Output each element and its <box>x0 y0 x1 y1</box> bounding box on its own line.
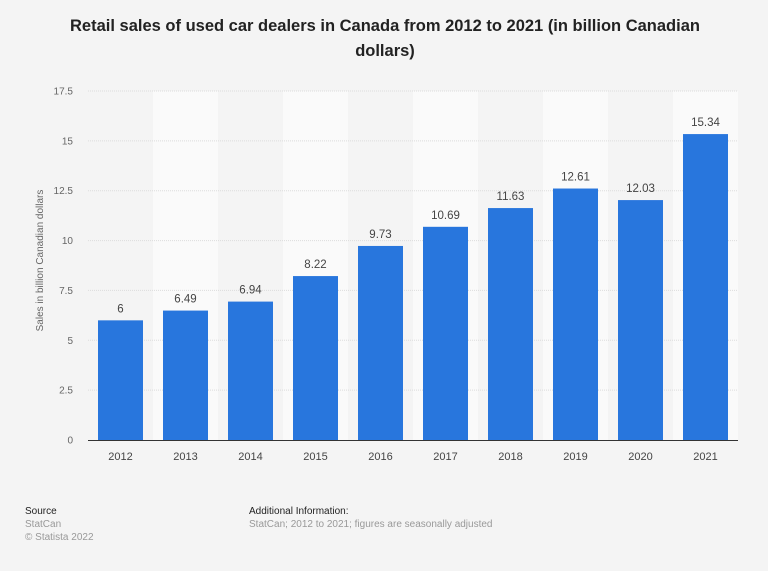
y-tick-label: 10 <box>62 236 74 247</box>
source-value[interactable]: StatCan <box>25 519 62 530</box>
data-label: 8.22 <box>304 259 326 271</box>
x-tick-label: 2013 <box>173 451 197 463</box>
x-tick-label: 2018 <box>498 451 522 463</box>
y-tick-label: 17.5 <box>54 87 74 98</box>
y-tick-label: 0 <box>67 436 73 447</box>
bar-2016[interactable] <box>358 245 403 440</box>
bar-2019[interactable] <box>553 188 598 440</box>
bar-2013[interactable] <box>163 310 208 440</box>
x-tick-label: 2021 <box>693 451 717 463</box>
additional-info-value: StatCan; 2012 to 2021; figures are seaso… <box>249 519 493 530</box>
x-tick-label: 2014 <box>238 451 262 463</box>
bar-2021[interactable] <box>683 134 728 440</box>
copyright: © Statista 2022 <box>25 532 94 543</box>
x-tick-label: 2012 <box>108 451 132 463</box>
bar-2014[interactable] <box>228 301 273 440</box>
bar-2018[interactable] <box>488 208 533 440</box>
additional-info-label: Additional Information: <box>249 506 349 517</box>
y-axis-title: Sales in billion Canadian dollars <box>35 190 46 332</box>
y-tick-label: 12.5 <box>54 186 74 197</box>
data-label: 9.73 <box>369 229 391 241</box>
data-label: 12.03 <box>626 183 655 195</box>
x-tick-label: 2015 <box>303 451 327 463</box>
source-label: Source <box>25 506 57 517</box>
data-label: 10.69 <box>431 210 460 222</box>
data-label: 6.49 <box>174 294 196 306</box>
data-label: 15.34 <box>691 117 720 129</box>
x-tick-label: 2017 <box>433 451 457 463</box>
x-tick-label: 2016 <box>368 451 392 463</box>
bar-2020[interactable] <box>618 200 663 440</box>
y-tick-label: 15 <box>62 136 74 147</box>
data-label: 11.63 <box>497 191 525 203</box>
y-tick-label: 5 <box>67 336 73 347</box>
bar-2017[interactable] <box>423 226 468 440</box>
y-tick-label: 2.5 <box>59 386 73 397</box>
x-tick-label: 2019 <box>563 451 587 463</box>
data-label: 12.61 <box>561 172 590 184</box>
data-label: 6.94 <box>239 285 262 297</box>
bar-2015[interactable] <box>293 276 338 440</box>
bar-2012[interactable] <box>98 320 143 440</box>
y-tick-label: 7.5 <box>59 286 73 297</box>
x-tick-label: 2020 <box>628 451 652 463</box>
chart-title: Retail sales of used car dealers in Cana… <box>70 17 700 60</box>
data-label: 6 <box>117 303 123 315</box>
